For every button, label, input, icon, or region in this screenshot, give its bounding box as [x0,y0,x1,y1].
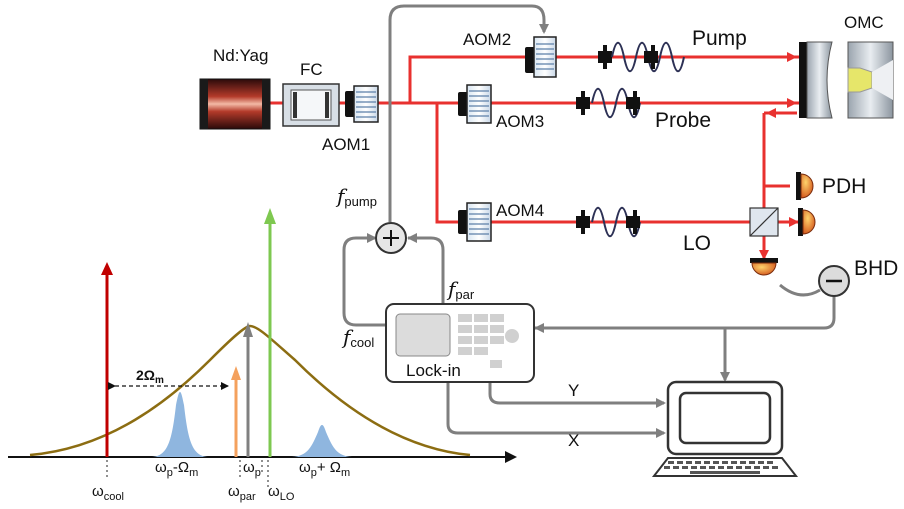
aom2-label: AOM2 [463,30,511,49]
y-label: Y [568,381,579,400]
omc-cavity [799,41,894,119]
pdh-label: PDH [822,175,866,198]
probe-label: Probe [655,109,711,132]
signal-cables [342,4,836,435]
fiber-probe [576,87,641,119]
fpar-label: fpar [446,277,475,302]
omc-label: OMC [844,13,884,32]
bhd-detector-right [798,208,816,236]
pdh-detector [796,172,814,200]
lower-sideband-peak [152,392,208,457]
aom3-label: AOM3 [496,112,544,131]
spectrum-plot [8,208,517,490]
bhd-detector-bottom [750,258,778,276]
aom4-label: AOM4 [496,201,544,220]
lock-in-amplifier[interactable] [385,303,535,383]
x-label: X [568,431,579,450]
laser-beams [270,55,800,258]
lockin-label: Lock-in [406,361,461,380]
omega-cool-label: ωcool [92,483,124,503]
two-omega-label: 2Ωm [136,367,164,386]
aom1-label: AOM1 [322,135,370,154]
bhd-label: BHD [854,257,898,280]
computer-icon[interactable] [651,380,799,477]
summing-node [375,222,407,254]
beam-splitter [749,207,779,237]
fpump-label: fpump [335,184,377,209]
fiber-lo [576,206,641,238]
aom1-modulator [345,85,379,123]
upper-sideband-label: ωp+ Ωm [299,459,350,479]
aom2-modulator [525,36,557,78]
omega-par-label: ωpar [228,483,256,503]
pump-label: Pump [692,27,747,50]
fcool-label: fcool [341,325,374,350]
fiber-pump [598,41,685,73]
cavity-envelope [29,324,471,457]
upper-sideband-peak [292,425,352,457]
aom4-modulator [458,202,492,242]
omega-lo-label: ωLO [268,483,295,503]
aom3-modulator [458,84,492,124]
laser-label: Nd:Yag [213,46,268,65]
subtractor [818,265,850,297]
lo-label: LO [683,232,711,255]
fc-label: FC [300,60,323,79]
omega-p-label: ωp [243,459,261,479]
faraday-isolator [282,83,340,127]
nd-yag-laser [199,78,271,130]
lower-sideband-label: ωp-Ωm [155,459,198,479]
